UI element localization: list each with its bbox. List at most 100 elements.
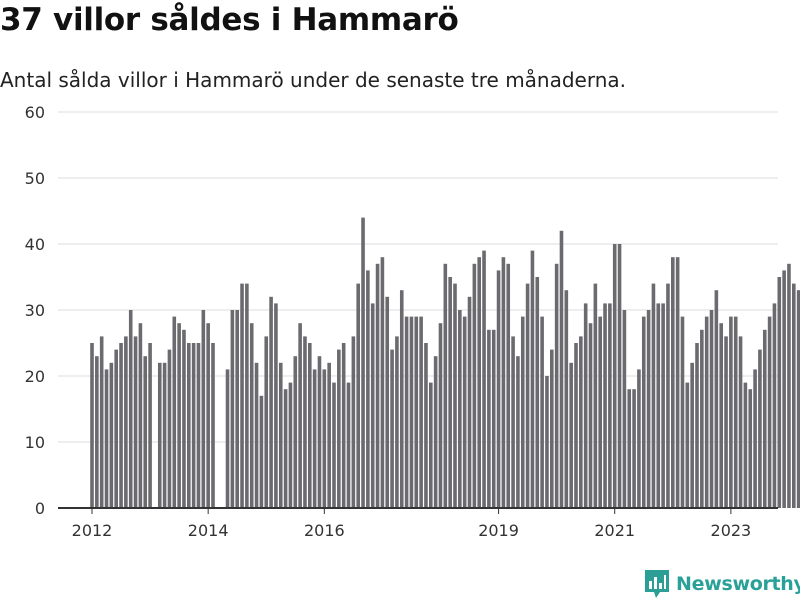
bar (327, 362, 331, 508)
x-tick-label: 2016 (304, 521, 345, 540)
bar (608, 303, 612, 508)
bar (733, 316, 738, 508)
bar (588, 323, 593, 508)
bar (312, 369, 317, 508)
bar (719, 323, 723, 508)
bar (424, 343, 428, 508)
bar (506, 263, 511, 508)
bar (346, 382, 351, 508)
bar (337, 349, 341, 508)
bar (550, 349, 554, 508)
bar (666, 283, 670, 508)
bar (162, 362, 167, 508)
bar (637, 369, 641, 508)
brand: Newsworthy (644, 569, 800, 599)
bar (767, 316, 772, 508)
bar (564, 290, 569, 508)
bar (617, 244, 622, 508)
bar (762, 329, 767, 508)
bar (351, 336, 356, 508)
bar (143, 356, 148, 508)
bar (278, 362, 283, 508)
bar (254, 362, 259, 508)
bar (685, 382, 690, 508)
x-tick-label: 2012 (72, 521, 113, 540)
bar (641, 316, 646, 508)
bar (230, 310, 235, 508)
bar (748, 389, 753, 508)
bar (704, 316, 709, 508)
bar (269, 296, 273, 508)
bar (90, 343, 94, 508)
bar (482, 250, 486, 508)
bar (148, 343, 152, 508)
bar (177, 323, 181, 508)
bar (501, 257, 506, 508)
bar (743, 382, 748, 508)
bar (458, 310, 462, 508)
bar (651, 283, 656, 508)
bar (598, 316, 602, 508)
bar (671, 257, 675, 508)
bar (782, 270, 786, 508)
bar (511, 336, 515, 508)
y-tick-label: 50 (25, 169, 45, 188)
bar (787, 263, 791, 508)
bar (583, 303, 588, 508)
bar (259, 395, 264, 508)
y-tick-label: 20 (25, 367, 45, 386)
bar (157, 362, 162, 508)
bar (792, 283, 796, 508)
bar (283, 389, 288, 508)
bar (332, 382, 336, 508)
bar (603, 303, 607, 508)
bar (245, 283, 249, 508)
bar (695, 343, 699, 508)
bar (249, 323, 254, 508)
bar (399, 290, 404, 508)
y-tick-label: 40 (25, 235, 45, 254)
bar (796, 290, 800, 508)
bar (380, 257, 385, 508)
bar (443, 263, 448, 508)
bar (690, 362, 694, 508)
bar (356, 283, 360, 508)
bar (187, 343, 191, 508)
bar (133, 336, 138, 508)
bar (99, 336, 104, 508)
bar (656, 303, 661, 508)
bar (530, 250, 535, 508)
bar (288, 382, 293, 508)
x-tick-label: 2014 (188, 521, 229, 540)
bar (438, 323, 443, 508)
x-tick-label: 2023 (711, 521, 752, 540)
bar (520, 316, 525, 508)
bar (714, 290, 719, 508)
bar (322, 369, 327, 508)
bar (554, 263, 559, 508)
bar (462, 316, 467, 508)
bar (196, 343, 201, 508)
bar (579, 336, 583, 508)
bar (167, 349, 172, 508)
y-tick-label: 0 (35, 499, 45, 518)
bar (225, 369, 230, 508)
bar (317, 356, 322, 508)
bar (114, 349, 118, 508)
chart-title: 37 villor såldes i Hammarö (0, 2, 459, 38)
bar (361, 217, 365, 508)
bar (104, 369, 109, 508)
bar (496, 270, 501, 508)
brand-name: Newsworthy (676, 573, 800, 595)
bar (632, 389, 636, 508)
bar (191, 343, 196, 508)
bar (264, 336, 269, 508)
bar (738, 336, 743, 508)
bar (293, 356, 298, 508)
bar (390, 349, 394, 508)
bar (124, 336, 128, 508)
bar (211, 343, 215, 508)
bar (772, 303, 777, 508)
bar (109, 362, 114, 508)
bar (680, 316, 685, 508)
